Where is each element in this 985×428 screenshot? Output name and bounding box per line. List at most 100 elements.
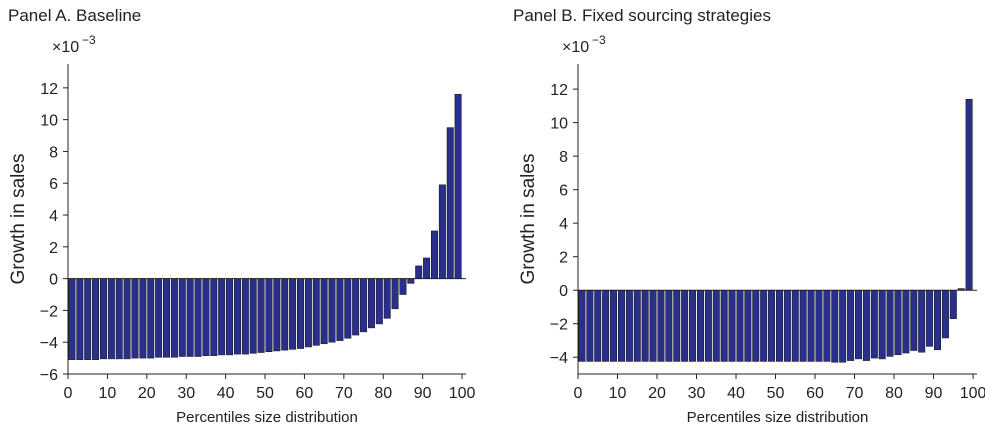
- x-axis-label: Percentiles size distribution: [176, 409, 358, 426]
- bar: [839, 289, 847, 363]
- x-tick-label: 80: [885, 385, 903, 402]
- bar: [273, 278, 281, 352]
- bar: [92, 278, 100, 360]
- bar: [689, 289, 697, 362]
- bar: [696, 289, 704, 362]
- bar: [320, 278, 328, 345]
- bar: [163, 278, 170, 358]
- bar: [202, 278, 210, 356]
- bar: [407, 278, 415, 284]
- y-tick-label: 6: [49, 176, 58, 193]
- bar: [752, 289, 760, 362]
- x-tick-label: 0: [64, 385, 73, 402]
- bar: [281, 278, 289, 351]
- bar: [249, 278, 257, 354]
- bar: [139, 278, 147, 359]
- bar: [760, 289, 768, 362]
- bar: [870, 289, 878, 359]
- y-axis-label: Growth in sales: [8, 154, 29, 285]
- bar: [768, 289, 776, 362]
- bar: [304, 278, 312, 348]
- x-tick-label: 50: [767, 385, 785, 402]
- bar: [170, 278, 178, 358]
- bar: [454, 93, 462, 279]
- bar: [617, 289, 625, 362]
- bar: [344, 278, 352, 339]
- bar: [226, 278, 234, 356]
- chart-svg-panel-a: −6 −4 −2 0 2 4 6 8 10 12 0 10 20 30 40 50 60 70 80 90 100 Per…: [8, 33, 476, 426]
- bar: [736, 289, 744, 362]
- bar: [123, 278, 131, 360]
- x-tick-label: 40: [727, 385, 745, 402]
- bar: [902, 289, 910, 354]
- x-tick-label: 50: [256, 385, 274, 402]
- bar: [949, 289, 957, 319]
- bar: [934, 289, 941, 350]
- bar: [728, 289, 736, 362]
- x-tick-label: 10: [609, 385, 627, 402]
- y-tick-label: 6: [559, 183, 568, 200]
- bar: [131, 278, 139, 359]
- y-tick-label: 2: [559, 250, 568, 267]
- bar: [910, 289, 918, 351]
- bar: [218, 278, 226, 356]
- bar: [633, 289, 641, 362]
- bar: [178, 278, 186, 357]
- panel-a: Panel A. Baseline −6 −4 −2 0 2 4 6 8 10 12 0 10 20 30…: [0, 0, 480, 428]
- x-tick-label: 10: [99, 385, 117, 402]
- bar: [383, 278, 391, 319]
- x-tick-label: 100: [960, 385, 985, 402]
- x-tick-label: 0: [574, 385, 583, 402]
- y-tick-label: −6: [40, 367, 58, 384]
- bar: [807, 289, 815, 362]
- bar: [847, 289, 855, 361]
- bar: [265, 278, 273, 352]
- bar: [99, 278, 107, 360]
- bar: [712, 289, 720, 362]
- y-tick-label: 8: [49, 144, 58, 161]
- y-tick-label: −2: [40, 303, 58, 320]
- bar: [399, 278, 407, 295]
- y-tick-label: 0: [49, 272, 58, 289]
- y-scale-multiplier: ×10: [52, 39, 79, 56]
- bar: [965, 98, 973, 291]
- x-tick-label: 90: [414, 385, 432, 402]
- bar: [673, 289, 681, 362]
- bar: [681, 289, 689, 362]
- bar: [76, 278, 84, 360]
- bar: [594, 289, 602, 362]
- y-tick-label: 2: [49, 240, 58, 257]
- bar: [657, 289, 665, 362]
- bar: [415, 265, 423, 279]
- bar: [210, 278, 218, 356]
- bar: [815, 289, 823, 362]
- bar: [799, 289, 807, 362]
- bar: [186, 278, 194, 357]
- y-tick-label: 10: [40, 113, 58, 130]
- bar: [926, 289, 934, 347]
- bar: [289, 278, 297, 350]
- bar: [610, 289, 618, 362]
- bar: [312, 278, 320, 346]
- bar: [831, 289, 839, 363]
- bar: [68, 278, 76, 360]
- bar: [438, 184, 446, 279]
- y-tick-label: −2: [550, 317, 568, 334]
- y-tick-label: −4: [40, 335, 58, 352]
- bar: [84, 278, 92, 360]
- bar: [391, 278, 399, 310]
- bar: [665, 289, 673, 362]
- bar: [704, 289, 712, 362]
- bar: [878, 289, 886, 360]
- bar: [862, 289, 870, 361]
- y-tick-label: 10: [550, 116, 568, 133]
- x-tick-label: 20: [648, 385, 666, 402]
- y-tick-label: 4: [49, 208, 58, 225]
- bar: [894, 289, 902, 355]
- bar: [297, 278, 304, 349]
- y-tick-label: 12: [40, 81, 58, 98]
- x-tick-label: 80: [374, 385, 392, 402]
- chart-title: Panel B. Fixed sourcing strategies: [513, 6, 771, 25]
- x-tick-label: 90: [925, 385, 943, 402]
- x-tick-label: 20: [138, 385, 156, 402]
